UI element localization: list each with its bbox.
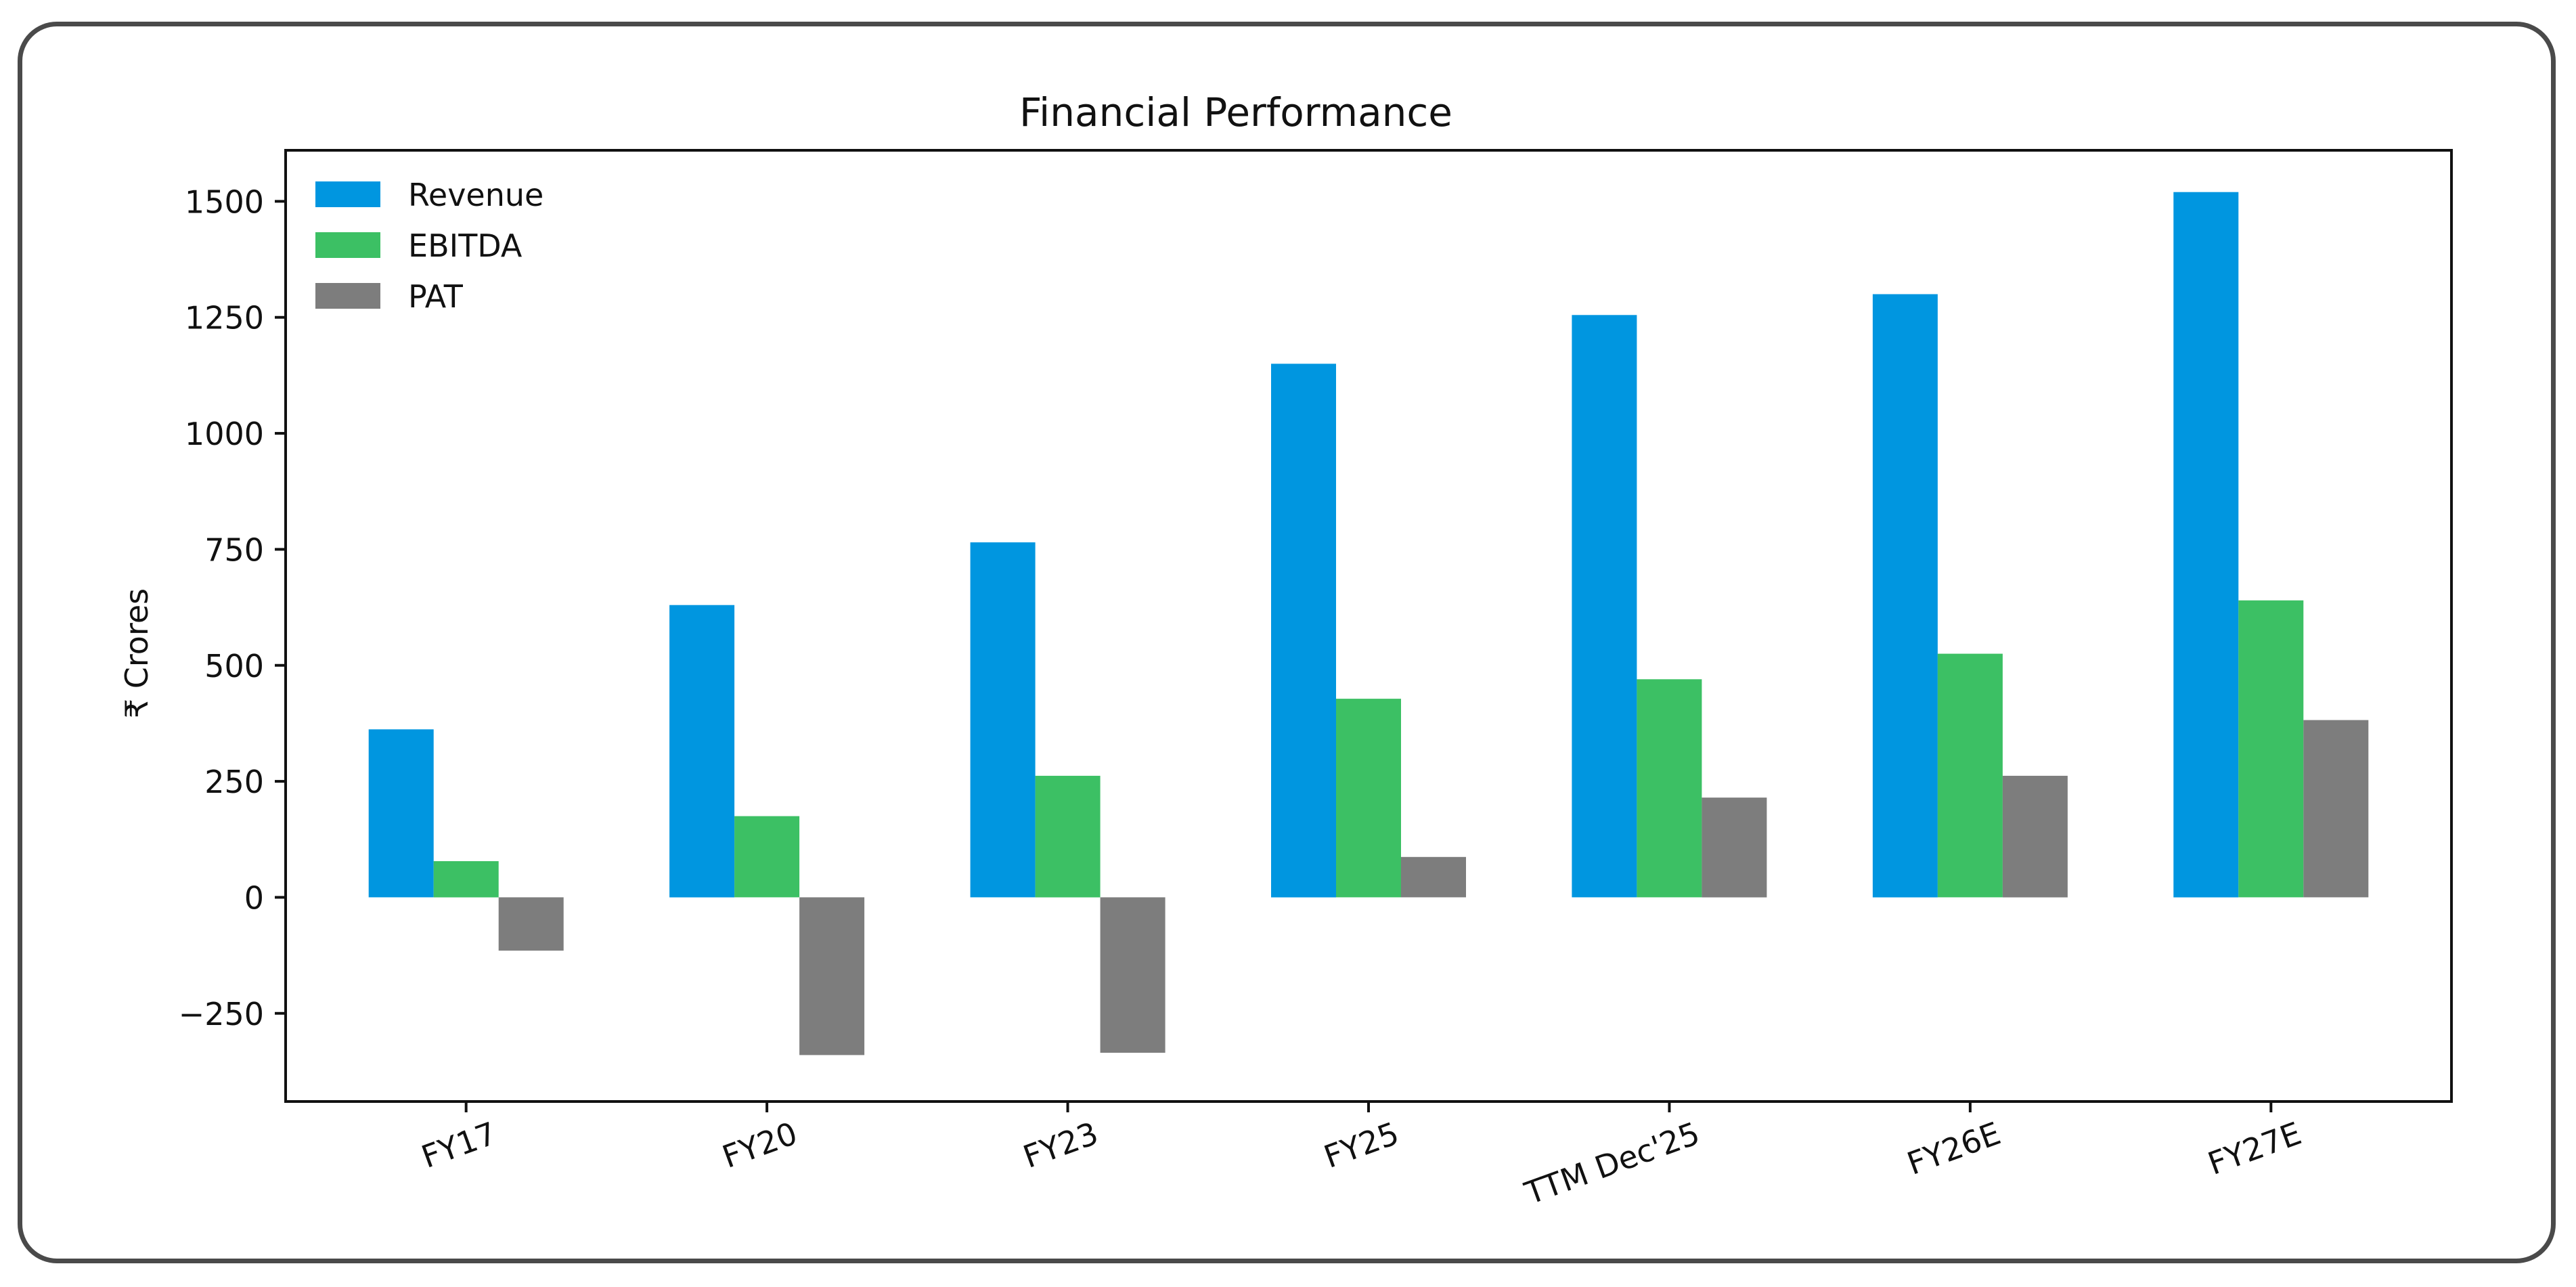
y-tick-label-0: −250 (179, 996, 264, 1032)
bar-pat-6 (2303, 720, 2369, 898)
y-tick-label-2: 250 (204, 764, 264, 800)
y-tick-label-7: 1500 (185, 183, 264, 220)
bar-ebitda-6 (2238, 600, 2304, 898)
x-tick-label-3: FY25 (1319, 1115, 1404, 1175)
x-tick-label-2: FY23 (1019, 1115, 1103, 1175)
y-tick-label-5: 1000 (185, 416, 264, 452)
x-tick-label-5: FY26E (1903, 1115, 2005, 1182)
bar-revenue-1 (669, 605, 735, 898)
plot-frame (284, 149, 2453, 1103)
y-tick-label-4: 750 (204, 531, 264, 568)
bar-ebitda-3 (1336, 699, 1401, 898)
bar-revenue-5 (1872, 294, 1938, 898)
legend-label-ebitda: EBITDA (408, 227, 523, 264)
x-tick-label-0: FY17 (417, 1115, 502, 1175)
bar-pat-1 (799, 897, 865, 1055)
x-axis: FY17 FY20 FY23 FY25 TTM Dec'25 FY26E FY27E (417, 1101, 2306, 1212)
bar-pat-4 (1702, 798, 1767, 898)
bar-revenue-4 (1572, 315, 1637, 898)
bar-revenue-0 (368, 729, 434, 898)
bar-revenue-3 (1271, 364, 1336, 898)
legend-swatch-revenue (315, 181, 380, 207)
y-tick-label-1: 0 (244, 879, 264, 916)
legend-swatch-pat (315, 283, 380, 309)
bar-pat-5 (2002, 775, 2068, 898)
bars-layer (368, 192, 2369, 1055)
bar-pat-3 (1401, 856, 1466, 898)
bar-pat-0 (498, 897, 564, 951)
y-axis: −250 0 250 500 750 1000 1250 1500 (179, 183, 286, 1032)
bar-ebitda-5 (1937, 653, 2003, 898)
legend-swatch-ebitda (315, 232, 380, 258)
x-tick-label-4: TTM Dec'25 (1519, 1115, 1704, 1212)
bar-revenue-2 (970, 542, 1036, 898)
bar-pat-2 (1100, 897, 1165, 1053)
x-tick-label-6: FY27E (2203, 1115, 2306, 1182)
y-axis-label: ₹ Crores (118, 588, 155, 718)
legend-label-revenue: Revenue (408, 177, 543, 213)
y-tick-label-6: 1250 (185, 300, 264, 336)
legend: Revenue EBITDA PAT (315, 177, 543, 315)
bar-revenue-6 (2173, 192, 2239, 898)
bar-ebitda-1 (734, 816, 800, 898)
x-tick-label-1: FY20 (717, 1115, 802, 1175)
y-tick-label-3: 500 (204, 648, 264, 684)
legend-label-pat: PAT (408, 278, 464, 315)
bar-ebitda-4 (1637, 679, 1702, 898)
bar-ebitda-0 (433, 861, 499, 898)
chart-title: Financial Performance (1019, 89, 1452, 135)
bar-ebitda-2 (1035, 775, 1101, 898)
